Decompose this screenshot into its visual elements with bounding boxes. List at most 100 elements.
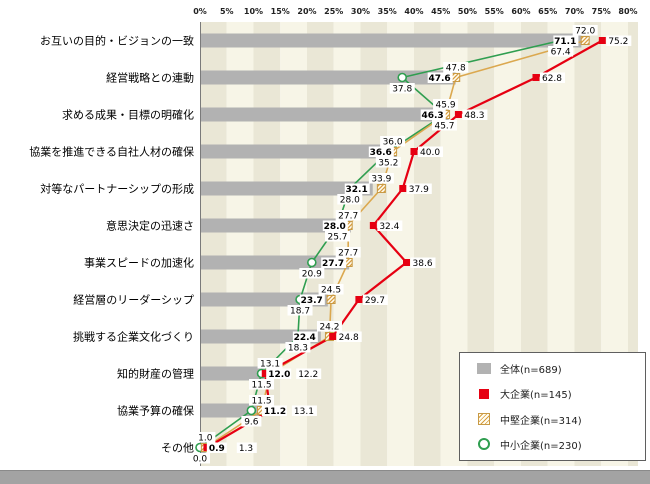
- svg-text:30%: 30%: [351, 7, 370, 16]
- svg-text:27.7: 27.7: [322, 259, 344, 269]
- svg-text:協業予算の確保: 協業予算の確保: [117, 404, 194, 418]
- svg-text:72.0: 72.0: [575, 27, 595, 37]
- legend-item-small-company: 中小企業(n=230): [460, 437, 645, 452]
- svg-text:37.8: 37.8: [392, 85, 412, 95]
- svg-text:47.8: 47.8: [446, 64, 466, 74]
- svg-text:11.5: 11.5: [252, 397, 272, 407]
- category-labels: お互いの目的・ビジョンの一致経営戦略との連動求める成果・目標の明確化協業を推進で…: [29, 34, 194, 455]
- svg-text:50%: 50%: [458, 7, 477, 16]
- data-labels: 71.147.646.336.632.128.027.723.722.412.0…: [190, 25, 632, 465]
- gray-bar-swatch-icon: [477, 363, 491, 375]
- svg-text:20%: 20%: [297, 7, 316, 16]
- svg-text:0.0: 0.0: [193, 455, 208, 465]
- svg-text:12.0: 12.0: [268, 370, 290, 380]
- svg-text:20.9: 20.9: [302, 270, 322, 280]
- svg-text:対等なパートナーシップの形成: 対等なパートナーシップの形成: [40, 182, 194, 196]
- hatched-square-marker-icon: [326, 295, 336, 304]
- svg-text:60%: 60%: [511, 7, 530, 16]
- svg-text:18.7: 18.7: [290, 307, 310, 317]
- svg-text:5%: 5%: [220, 7, 234, 16]
- svg-text:事業スピードの加速化: 事業スピードの加速化: [84, 256, 194, 270]
- open-circle-marker-icon: [246, 405, 257, 416]
- svg-text:求める成果・目標の明確化: 求める成果・目標の明確化: [62, 108, 194, 122]
- legend-item-mid-company: 中堅企業(n=314): [460, 412, 645, 427]
- red-square-marker-icon: [410, 148, 418, 155]
- svg-text:25.7: 25.7: [327, 233, 347, 243]
- svg-text:28.0: 28.0: [340, 196, 360, 206]
- svg-text:協業を推進できる自社人材の確保: 協業を推進できる自社人材の確保: [29, 145, 194, 159]
- svg-text:9.6: 9.6: [244, 418, 259, 428]
- svg-text:75%: 75%: [592, 7, 611, 16]
- svg-text:65%: 65%: [538, 7, 557, 16]
- svg-text:27.7: 27.7: [338, 249, 358, 259]
- svg-text:24.2: 24.2: [319, 323, 339, 333]
- svg-text:35.2: 35.2: [378, 159, 398, 169]
- hatched-square-marker-icon: [478, 413, 490, 426]
- hatched-square-marker-icon: [376, 184, 386, 193]
- svg-text:48.3: 48.3: [464, 111, 484, 121]
- svg-text:47.6: 47.6: [428, 74, 450, 84]
- series-overall-bars: [201, 33, 582, 455]
- svg-text:13.1: 13.1: [294, 407, 314, 417]
- svg-text:23.7: 23.7: [301, 296, 323, 306]
- legend-label: 大企業(n=145): [500, 390, 572, 402]
- svg-text:経営戦略との連動: 経営戦略との連動: [106, 71, 194, 85]
- svg-text:28.0: 28.0: [324, 222, 346, 232]
- red-square-marker-icon: [369, 222, 377, 229]
- svg-text:0.9: 0.9: [209, 444, 225, 454]
- svg-text:45.7: 45.7: [434, 122, 454, 132]
- bottom-strip: [0, 470, 650, 484]
- svg-text:67.4: 67.4: [551, 48, 571, 58]
- open-circle-marker-icon: [397, 72, 408, 83]
- svg-text:70%: 70%: [565, 7, 584, 16]
- svg-text:36.6: 36.6: [370, 148, 392, 158]
- svg-text:挑戦する企業文化づくり: 挑戦する企業文化づくり: [73, 330, 194, 344]
- svg-text:32.4: 32.4: [379, 222, 399, 232]
- svg-text:29.7: 29.7: [365, 296, 385, 306]
- svg-text:45%: 45%: [431, 7, 450, 16]
- legend-item-overall: 全体(n=689): [460, 361, 645, 376]
- svg-text:40%: 40%: [404, 7, 423, 16]
- red-square-marker-icon: [261, 370, 269, 377]
- svg-text:11.2: 11.2: [264, 407, 286, 417]
- red-square-marker-icon: [479, 388, 489, 399]
- svg-text:意思決定の迅速さ: 意思決定の迅速さ: [106, 219, 194, 233]
- red-square-marker-icon: [454, 111, 462, 118]
- svg-text:22.4: 22.4: [294, 333, 316, 343]
- svg-text:13.1: 13.1: [260, 360, 280, 370]
- svg-text:32.1: 32.1: [346, 185, 368, 195]
- red-square-marker-icon: [598, 37, 606, 44]
- legend-label: 中小企業(n=230): [500, 440, 582, 452]
- red-square-marker-icon: [532, 74, 540, 81]
- svg-text:11.5: 11.5: [252, 381, 272, 391]
- svg-text:46.3: 46.3: [421, 111, 443, 121]
- svg-text:25%: 25%: [324, 7, 343, 16]
- svg-text:62.8: 62.8: [542, 74, 562, 84]
- svg-text:1.3: 1.3: [239, 444, 253, 454]
- x-axis-ticks: 0% 5% 10% 15% 20% 25% 30% 35% 40% 45% 50% 55% 60% 65%…: [193, 7, 637, 16]
- svg-text:75.2: 75.2: [608, 37, 628, 47]
- svg-text:38.6: 38.6: [413, 259, 433, 269]
- svg-text:36.0: 36.0: [383, 138, 403, 148]
- svg-text:1.0: 1.0: [198, 434, 213, 444]
- legend-label: 全体(n=689): [500, 365, 562, 377]
- svg-text:12.2: 12.2: [298, 370, 318, 380]
- svg-text:18.3: 18.3: [288, 344, 308, 354]
- red-square-marker-icon: [355, 296, 363, 303]
- hatched-square-marker-icon: [451, 73, 461, 82]
- svg-text:知的財産の管理: 知的財産の管理: [117, 367, 194, 381]
- legend-item-large-company: 大企業(n=145): [460, 386, 645, 401]
- svg-text:24.5: 24.5: [321, 286, 341, 296]
- svg-text:35%: 35%: [378, 7, 397, 16]
- svg-text:経営層のリーダーシップ: 経営層のリーダーシップ: [73, 293, 194, 307]
- svg-text:80%: 80%: [618, 7, 637, 16]
- svg-text:40.0: 40.0: [420, 148, 440, 158]
- svg-text:37.9: 37.9: [409, 185, 429, 195]
- svg-text:お互いの目的・ビジョンの一致: お互いの目的・ビジョンの一致: [40, 34, 194, 48]
- open-circle-marker-icon: [307, 257, 317, 268]
- svg-text:10%: 10%: [244, 7, 263, 16]
- chart-legend: 全体(n=689) 大企業(n=145) 中堅企業(n=314) 中小企業(n=230…: [459, 352, 646, 461]
- svg-text:0%: 0%: [193, 7, 207, 16]
- svg-text:15%: 15%: [271, 7, 290, 16]
